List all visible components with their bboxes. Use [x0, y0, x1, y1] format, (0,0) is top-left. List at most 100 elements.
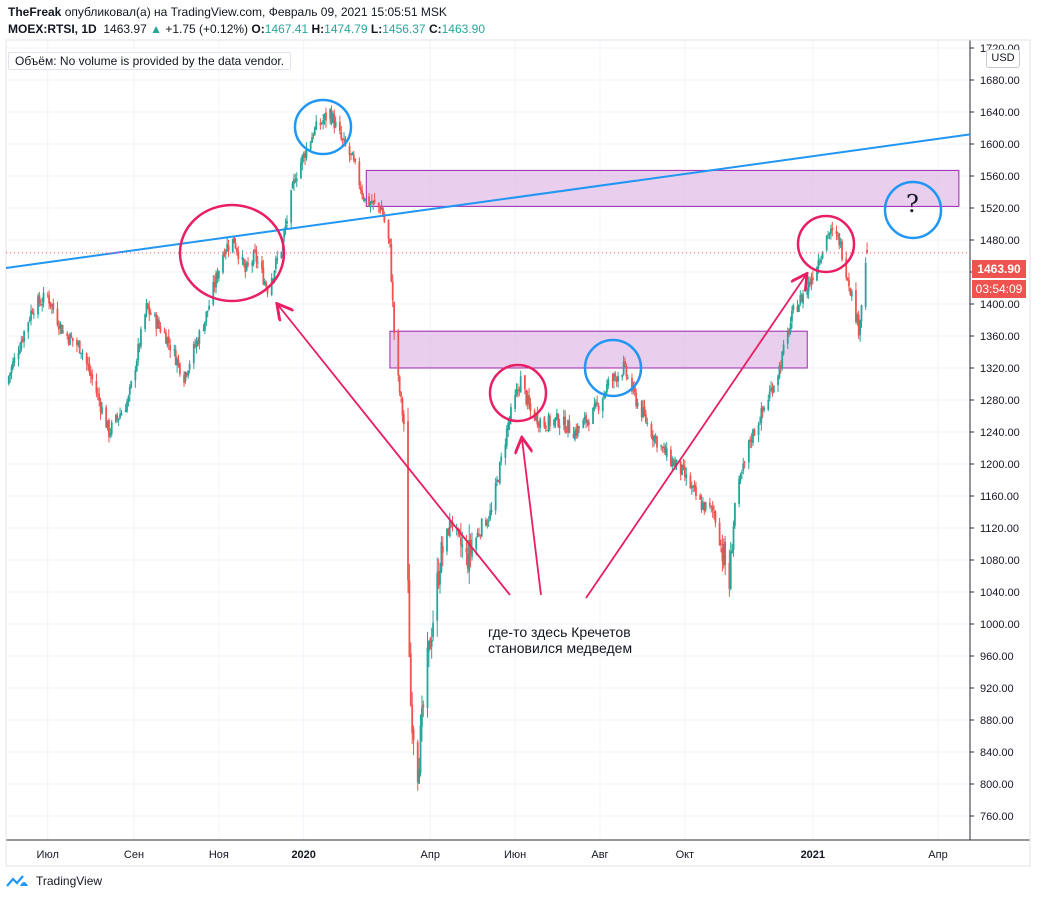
candle-body [368, 196, 370, 206]
candle-body [617, 376, 619, 382]
candle-body [48, 295, 51, 304]
candle-body [496, 479, 498, 483]
candle-body [202, 329, 205, 331]
candle-body [28, 320, 31, 322]
chart-header-ohlc: MOEX:RTSI, 1D 1463.97 ▲ +1.75 (+0.12%) O… [8, 21, 485, 37]
candle-body [194, 344, 197, 347]
candle-body [841, 241, 843, 260]
candle-body [389, 238, 391, 243]
y-tick-label: 880.00 [980, 715, 1014, 727]
candle-body [412, 729, 415, 740]
candle-body [738, 478, 740, 504]
currency-button[interactable]: USD [986, 49, 1020, 68]
candle-body [120, 412, 123, 416]
candle-body [247, 263, 249, 265]
candle-body [562, 416, 565, 425]
candle-body [276, 257, 279, 261]
x-tick-label: Июн [504, 849, 526, 861]
chart-frame [5, 39, 1031, 867]
candle-body [494, 483, 497, 511]
candle-body [504, 444, 507, 458]
candle-body [576, 425, 579, 437]
candle-body [682, 464, 685, 468]
candle-body [59, 322, 62, 329]
candle-body [330, 109, 333, 123]
candle-body [224, 250, 227, 254]
candle-body [192, 343, 195, 364]
candle-body [672, 459, 675, 467]
candle-body [505, 428, 508, 447]
candle-body [718, 522, 721, 546]
candle-body [699, 495, 702, 500]
candle-body [197, 340, 199, 345]
candle-body [300, 162, 302, 179]
volume-indicator-note: Объём: No volume is provided by the data… [8, 52, 292, 70]
candle-body [302, 153, 305, 158]
candle-body [52, 303, 55, 310]
candle-body [124, 410, 127, 413]
candle-body [508, 419, 511, 425]
candle-body [692, 485, 695, 487]
candle-body [407, 421, 409, 581]
candle-body [231, 238, 234, 253]
candle-body [17, 352, 20, 360]
candle-body [529, 403, 532, 412]
candle-body [713, 511, 715, 513]
candle-body [244, 263, 247, 272]
candle-body [149, 312, 152, 315]
candle-body [622, 361, 625, 375]
candle-body [515, 390, 518, 395]
candle-body [411, 704, 414, 734]
candle-body [510, 407, 512, 419]
candle-body [361, 189, 364, 196]
candle-body [528, 395, 530, 406]
candle-body [402, 414, 405, 425]
candle-body [340, 132, 343, 139]
candle-body [301, 155, 304, 165]
candle-body [441, 546, 444, 553]
candle-body [110, 422, 113, 434]
x-tick-label: 2020 [291, 849, 315, 861]
candle-body [291, 183, 294, 189]
candle-body [23, 331, 25, 342]
candle-body [742, 463, 745, 471]
candle-body [849, 288, 852, 295]
candle-body [284, 225, 287, 230]
y-tick-label: 1320.00 [980, 363, 1020, 375]
candle-body [575, 429, 578, 436]
candle-body [234, 242, 237, 249]
candle-body [38, 295, 41, 304]
candle-body [646, 422, 649, 424]
candle-body [612, 373, 615, 381]
candle-body [272, 278, 274, 280]
y-tick-label: 840.00 [980, 747, 1014, 759]
candle-body [497, 481, 500, 483]
candle-body [270, 278, 273, 295]
candle-body [703, 501, 706, 512]
candle-body [70, 335, 73, 338]
candle-body [62, 331, 64, 333]
symbol-label[interactable]: MOEX:RTSI, 1D [8, 22, 97, 36]
candle-body [95, 380, 98, 393]
candle-body [350, 153, 352, 155]
candle-body [85, 353, 88, 364]
candle-body [448, 520, 451, 537]
candle-body [789, 323, 792, 333]
candle-body [436, 572, 439, 621]
candle-body [593, 404, 596, 409]
candle-body [165, 332, 167, 344]
candle-body [27, 322, 30, 332]
annotation-line-2: становился медведем [488, 640, 633, 656]
candle-body [440, 542, 443, 573]
candle-body [215, 273, 217, 288]
candle-body [825, 235, 828, 250]
candle-body [626, 377, 629, 379]
candle-body [811, 277, 814, 280]
candle-body [21, 339, 24, 342]
candle-body [489, 510, 491, 520]
candle-body [343, 138, 345, 140]
candle-body [416, 742, 419, 783]
candle-body [720, 543, 722, 545]
tradingview-footer: TradingView [6, 874, 102, 888]
